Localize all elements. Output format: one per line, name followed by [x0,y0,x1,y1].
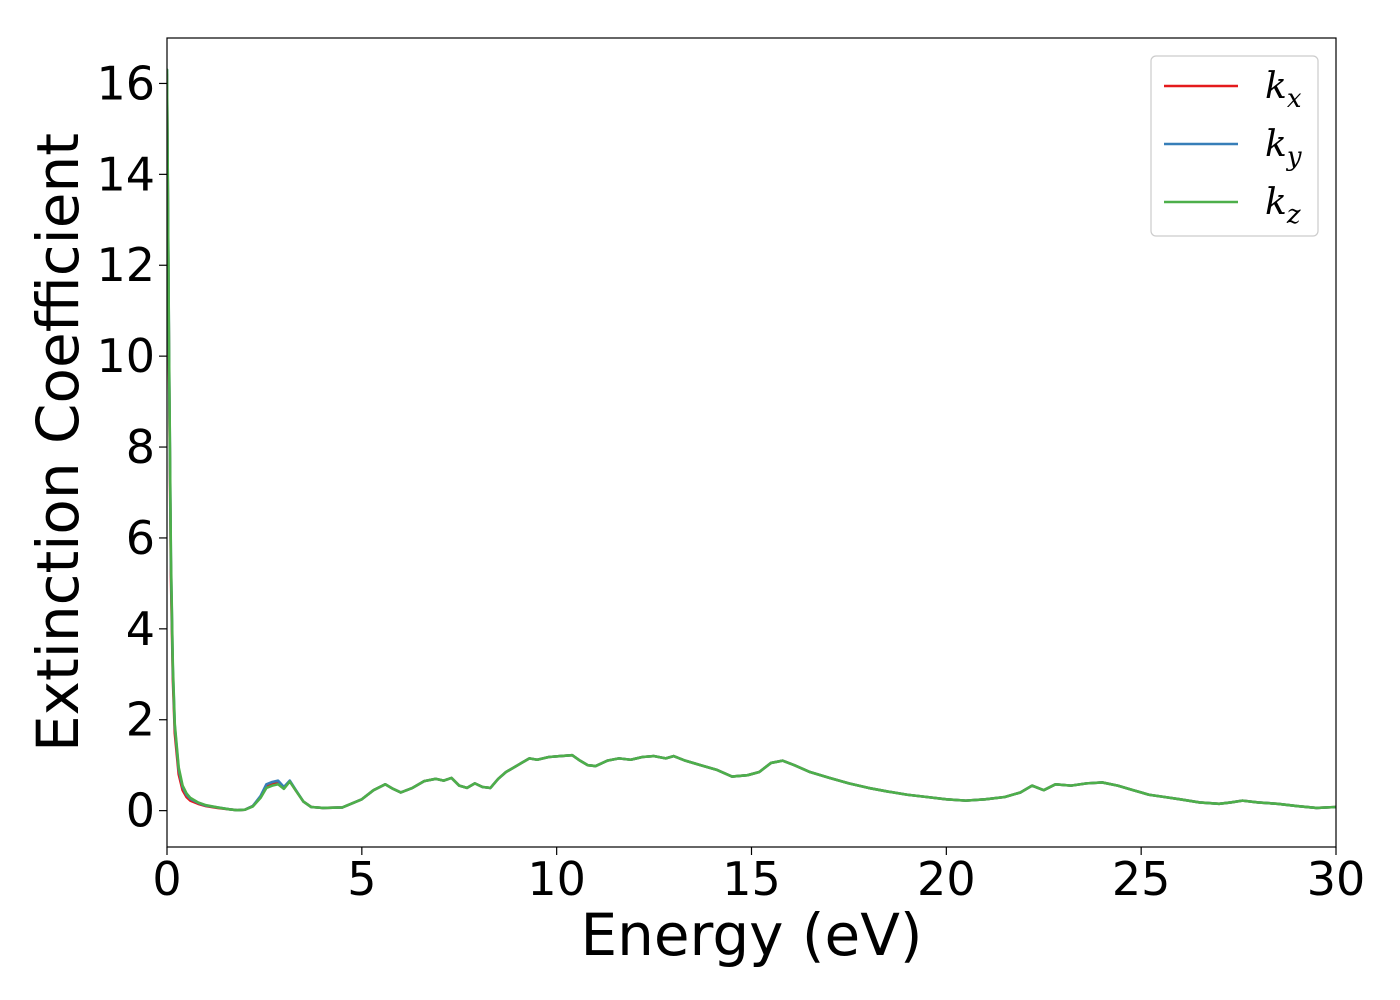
x-tick-label: 10 [527,852,586,906]
x-axis-title: Energy (eV) [580,901,922,969]
legend-label: kx [1265,66,1302,114]
legend: kx ky kz [1150,55,1319,237]
x-tick-label: 15 [722,852,781,906]
x-tick-label: 20 [917,852,976,906]
legend-entry: kz [1164,182,1301,230]
x-tick-label: 25 [1112,852,1171,906]
y-tick-label: 12 [96,238,155,292]
y-tick-label: 0 [126,784,155,838]
x-tick-label: 5 [347,852,376,906]
y-tick-label: 2 [126,693,155,747]
x-axis: 0 5 10 15 20 25 30 [152,847,1365,906]
legend-entry: kx [1164,66,1302,114]
series-line-kz [167,68,1336,812]
legend-label: kz [1265,182,1301,230]
x-tick-label: 0 [152,852,181,906]
y-axis: 0 2 4 6 8 10 12 14 16 [96,56,167,838]
x-tick-label: 30 [1307,852,1366,906]
legend-box [1150,55,1319,237]
y-tick-label: 10 [96,329,155,383]
legend-entry: ky [1164,124,1302,172]
y-tick-label: 8 [126,420,155,474]
y-tick-label: 6 [126,511,155,565]
y-tick-label: 16 [96,56,155,110]
legend-label: ky [1265,124,1302,172]
y-axis-title: Extinction Coefficient [24,133,92,752]
y-tick-label: 4 [126,602,155,656]
series-layer [167,68,1336,812]
y-tick-label: 14 [96,147,155,201]
